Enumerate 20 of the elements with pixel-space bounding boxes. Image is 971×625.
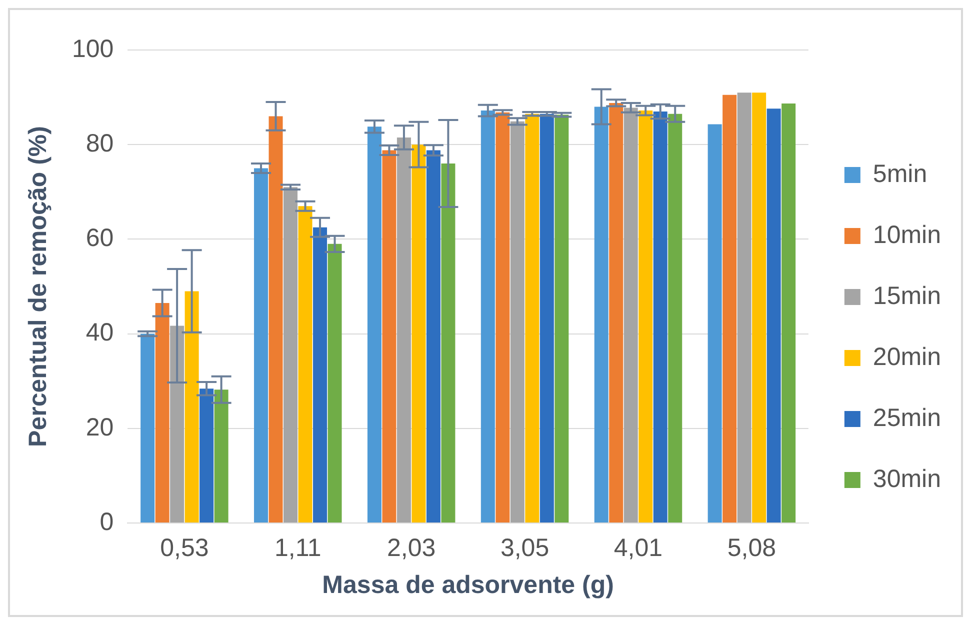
legend-label: 30min xyxy=(872,464,942,493)
y-tick-label: 60 xyxy=(86,224,114,252)
x-tick-label: 4,01 xyxy=(614,534,663,562)
legend-label: 5min xyxy=(872,160,928,188)
x-axis-title: Massa de adsorvente (g) xyxy=(322,570,614,599)
y-tick-label: 0 xyxy=(100,508,114,536)
y-axis-title: Percentual de remoção (%) xyxy=(24,126,52,447)
legend-label: 10min xyxy=(872,220,942,249)
y-tick-label: 80 xyxy=(86,129,114,158)
x-tick-label: 3,05 xyxy=(500,534,550,562)
x-tick-label: 5,08 xyxy=(727,534,776,562)
y-tick-label: 100 xyxy=(72,34,114,63)
legend-label: 15min xyxy=(872,282,942,310)
legend-label: 25min xyxy=(872,404,942,432)
legend-label: 20min xyxy=(872,342,942,371)
y-tick-label: 40 xyxy=(86,318,114,347)
x-tick-label: 0,53 xyxy=(160,534,209,562)
y-tick-label: 20 xyxy=(86,413,114,442)
x-tick-label: 2,03 xyxy=(387,534,436,562)
x-tick-label: 1,11 xyxy=(274,534,322,562)
